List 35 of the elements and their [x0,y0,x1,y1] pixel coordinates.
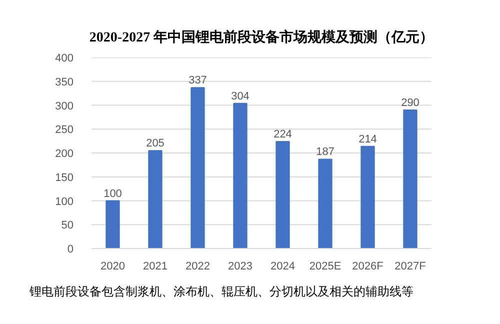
bar [106,200,120,248]
bar [318,158,332,248]
x-tick-label: 2025E [309,260,342,272]
data-label: 290 [401,97,420,110]
bar [403,110,418,248]
x-tick-label: 2022 [186,260,210,272]
data-label: 187 [316,146,334,158]
x-tick-label: 2020 [100,260,125,272]
data-label: 100 [104,188,122,200]
y-tick-label: 250 [55,124,74,136]
data-label: 304 [231,90,250,102]
text: 锂电前段设备包含制浆机、涂布机、辊压机、分切机以及相关的辅助线等 [28,284,414,298]
y-tick-label: 100 [55,196,74,208]
x-tick-label: 2027F [394,260,426,272]
y-tick-label: 350 [55,76,74,88]
chart-title: 2020-2027 年中国锂电前段设备市场规模及预测（亿元） [89,28,434,46]
data-label: 214 [358,133,377,146]
data-label: 224 [274,128,292,141]
bar [360,146,375,248]
x-tick-label: 2021 [143,260,168,272]
bar [190,87,205,248]
y-tick-label: 50 [61,220,74,232]
y-tick-label: 400 [55,52,74,64]
x-tick-label: 2026F [352,260,384,272]
y-tick-label: 300 [55,100,74,112]
y-tick-label: 0 [67,244,74,256]
bar [148,150,162,248]
x-tick-label: 2024 [270,260,295,272]
bar [276,141,290,248]
data-label: 205 [146,138,164,150]
x-tick-label: 2023 [228,260,252,272]
y-tick-label: 200 [55,148,74,160]
y-tick-label: 150 [55,172,74,184]
bar [233,102,248,248]
data-label: 337 [188,74,207,87]
